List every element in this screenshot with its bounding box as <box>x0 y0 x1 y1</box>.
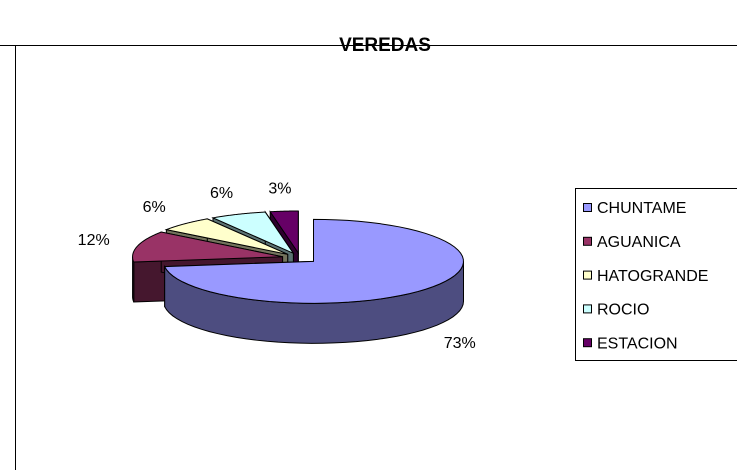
data-label: 12% <box>78 232 110 249</box>
slice-top <box>211 211 295 255</box>
slice-top <box>269 210 299 255</box>
chart-title: VEREDAS <box>339 35 431 56</box>
legend-swatch <box>583 304 592 314</box>
slice-top <box>132 231 283 263</box>
legend-label: AGUANICA <box>597 234 681 251</box>
legend-box <box>575 188 737 361</box>
legend-swatch <box>583 203 592 212</box>
legend-label: ESTACION <box>597 335 678 352</box>
slice-top <box>163 218 464 304</box>
slice <box>163 218 465 344</box>
legend-swatch <box>583 338 592 348</box>
data-label: 6% <box>210 185 233 202</box>
slice-side <box>132 256 135 303</box>
pie <box>132 210 465 344</box>
legend-swatch <box>583 236 592 246</box>
legend-swatch <box>583 270 592 280</box>
data-label: 73% <box>444 335 476 352</box>
legend-label: ROCIO <box>597 302 649 319</box>
data-label: 3% <box>268 180 291 197</box>
legend-label: CHUNTAME <box>597 200 686 217</box>
legend-label: HATOGRANDE <box>597 268 708 285</box>
data-label: 6% <box>143 199 166 216</box>
slice-top <box>164 218 288 255</box>
